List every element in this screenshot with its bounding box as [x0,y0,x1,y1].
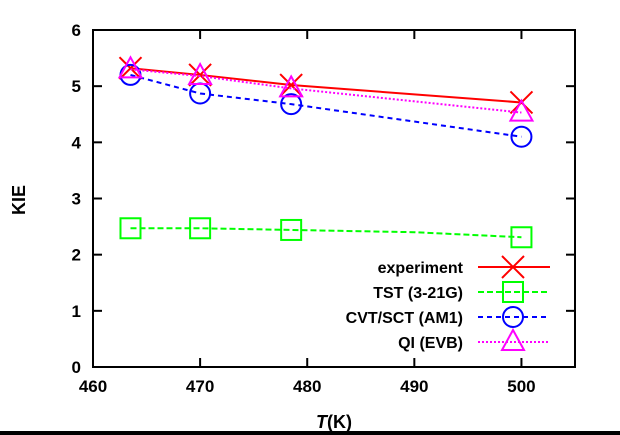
data-point-triangle [187,61,213,86]
x-axis-label-unit: (K) [327,412,352,432]
series-line [130,67,522,104]
y-tick-label: 2 [72,246,81,265]
y-tick-label: 5 [72,77,81,96]
series-line [130,227,522,239]
series-tst-3-21g- [119,217,533,249]
x-tick-label: 470 [186,377,214,396]
y-axis-label: KIE [9,185,29,215]
data-point-circle [280,93,303,116]
data-point-triangle [117,55,144,79]
series-line [130,73,522,138]
x-axis-label: T(K) [316,412,352,432]
series-qi-evb- [117,55,535,122]
data-point-triangle [500,327,526,351]
legend-entry: QI (EVB) [398,327,550,352]
data-point-circle [510,125,533,148]
series-cvt-sct-am1- [119,63,533,148]
data-point-square [189,217,212,240]
x-tick-label: 500 [507,377,535,396]
plot-frame [92,29,576,368]
data-point-square [119,217,142,240]
data-point-circle [502,306,524,328]
data-point-x [118,56,143,80]
y-tick-label: 1 [72,302,81,321]
data-point-square [510,226,533,249]
x-axis-label-var: T [316,412,329,432]
y-tick-label: 3 [72,190,81,209]
legend-entry: CVT/SCT (AM1) [346,306,550,328]
y-tick-label: 4 [72,133,82,152]
data-point-triangle [508,98,535,122]
legend-label: CVT/SCT (AM1) [346,310,463,327]
series-experiment [118,56,534,115]
legend-label: TST (3-21G) [373,285,463,302]
y-tick-label: 6 [72,21,81,40]
data-point-square [502,281,524,303]
legend-entry: TST (3-21G) [373,281,550,303]
series-line [130,68,522,114]
data-point-square [280,218,303,241]
bottom-border [0,431,620,435]
y-tick-label: 0 [72,358,81,377]
x-tick-label: 480 [293,377,321,396]
legend-entry: experiment [378,255,550,279]
data-point-x [501,255,525,279]
x-tick-label: 490 [400,377,428,396]
data-point-triangle [278,74,304,98]
x-tick-label: 460 [79,377,107,396]
data-point-x [279,73,303,97]
data-point-x [188,63,212,87]
legend-label: QI (EVB) [398,335,463,352]
legend-label: experiment [378,260,464,277]
